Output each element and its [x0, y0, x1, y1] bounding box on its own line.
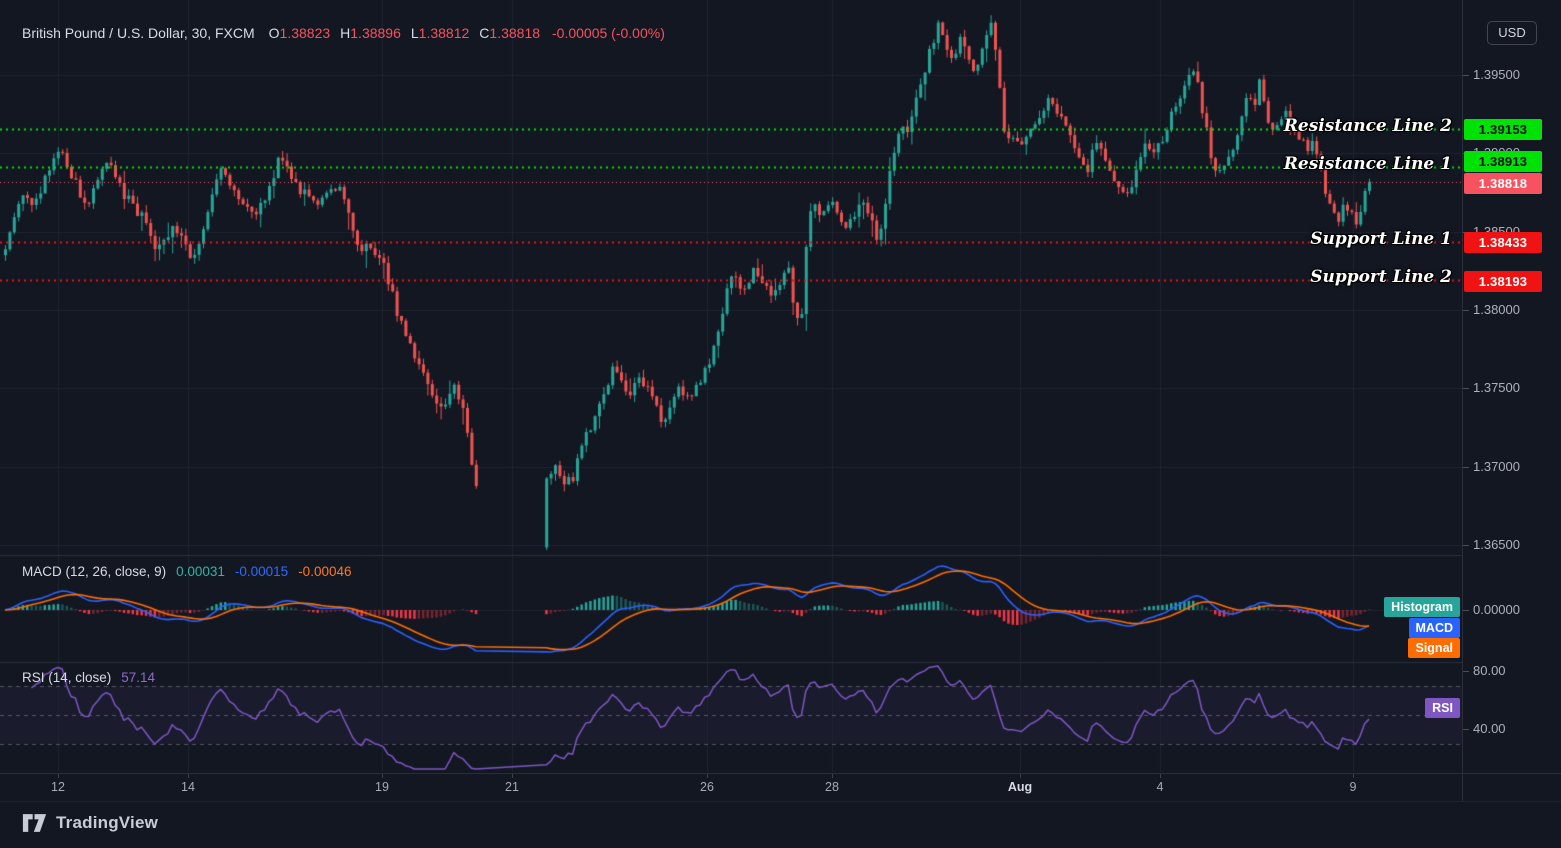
tradingview-logo-text: TradingView — [56, 813, 159, 832]
rsi-title[interactable]: RSI (14, close) — [22, 670, 112, 685]
time-axis-label: 12 — [51, 780, 65, 794]
price-tick-mark — [1463, 671, 1469, 672]
support-line-1-price-badge: 1.38433 — [1464, 231, 1542, 253]
price-tick-mark — [1463, 467, 1469, 468]
macd-histogram-value: 0.00031 — [176, 564, 225, 579]
price-change: -0.00005 (-0.00%) — [552, 25, 665, 41]
price-tick-label: 40.00 — [1473, 721, 1506, 736]
ohlc-close: C1.38818 — [479, 25, 541, 41]
time-tick-mark — [707, 774, 708, 778]
price-tick-mark — [1463, 610, 1469, 611]
macd-axis-badge: MACD — [1408, 618, 1460, 638]
price-tick-label: 1.36500 — [1473, 537, 1520, 552]
time-axis-label: 21 — [505, 780, 519, 794]
time-tick-mark — [188, 774, 189, 778]
time-axis-label: 26 — [700, 780, 714, 794]
support-line-2-price-badge: 1.38193 — [1464, 270, 1542, 292]
signal-axis-badge: Signal — [1408, 638, 1460, 658]
rsi-value: 57.14 — [121, 670, 156, 685]
macd-legend: MACD (12, 26, close, 9) 0.00031 -0.00015 -0… — [22, 564, 351, 579]
level-label-support-line-1[interactable]: Support Line 1 — [1310, 229, 1452, 249]
price-tick-label: 1.37000 — [1473, 459, 1520, 474]
time-tick-mark — [512, 774, 513, 778]
time-axis-label: 28 — [825, 780, 839, 794]
level-label-support-line-2[interactable]: Support Line 2 — [1310, 267, 1452, 287]
chart-canvas[interactable] — [0, 0, 1462, 772]
currency-toggle-button[interactable]: USD — [1487, 21, 1537, 45]
last-price-badge: 1.38818 — [1464, 172, 1542, 194]
time-axis-label: 19 — [375, 780, 389, 794]
price-axis[interactable]: USD 1.395001.390001.385001.380001.375001… — [1462, 0, 1561, 801]
time-tick-mark — [1160, 774, 1161, 778]
time-axis-label: 9 — [1349, 780, 1357, 794]
price-tick-mark — [1463, 75, 1469, 76]
price-tick-label: 1.39500 — [1473, 67, 1520, 82]
time-axis-label: 4 — [1156, 780, 1164, 794]
time-tick-mark — [382, 774, 383, 778]
time-tick-mark — [58, 774, 59, 778]
time-axis-label: 14 — [181, 780, 195, 794]
time-tick-mark — [1020, 774, 1021, 778]
ohlc-open: O1.38823 — [268, 25, 331, 41]
histogram-axis-badge: Histogram — [1384, 597, 1460, 617]
rsi-legend: RSI (14, close) 57.14 — [22, 670, 155, 685]
symbol-title[interactable]: British Pound / U.S. Dollar, 30, FXCM — [22, 25, 255, 41]
price-tick-label: 80.00 — [1473, 663, 1506, 678]
ohlc-low: L1.38812 — [410, 25, 470, 41]
macd-line-value: -0.00015 — [234, 564, 289, 579]
time-axis-label: Aug — [1007, 780, 1033, 794]
footer-bar: TradingView — [0, 801, 1561, 848]
rsi-axis-badge: RSI — [1425, 698, 1460, 718]
price-tick-mark — [1463, 729, 1469, 730]
price-tick-mark — [1463, 388, 1469, 389]
price-tick-mark — [1463, 310, 1469, 311]
ohlc-high: H1.38896 — [340, 25, 401, 41]
price-tick-label: 0.00000 — [1473, 602, 1520, 617]
chart-legend: British Pound / U.S. Dollar, 30, FXCM O1.… — [22, 25, 665, 41]
time-tick-mark — [1353, 774, 1354, 778]
tradingview-logo[interactable]: TradingView — [22, 812, 158, 834]
macd-title[interactable]: MACD (12, 26, close, 9) — [22, 564, 167, 579]
macd-signal-value: -0.00046 — [298, 564, 352, 579]
price-tick-label: 1.37500 — [1473, 380, 1520, 395]
tradingview-logo-icon — [22, 814, 47, 832]
resistance-line-1-price-badge: 1.38913 — [1464, 150, 1542, 172]
resistance-line-2-price-badge: 1.39153 — [1464, 118, 1542, 140]
price-tick-mark — [1463, 545, 1469, 546]
level-label-resistance-line-1[interactable]: Resistance Line 1 — [1283, 154, 1452, 174]
price-tick-label: 1.38000 — [1473, 302, 1520, 317]
time-tick-mark — [832, 774, 833, 778]
level-label-resistance-line-2[interactable]: Resistance Line 2 — [1283, 116, 1452, 136]
time-axis[interactable]: 12 14 19 21 26 28 Aug 4 9 — [0, 773, 1561, 802]
